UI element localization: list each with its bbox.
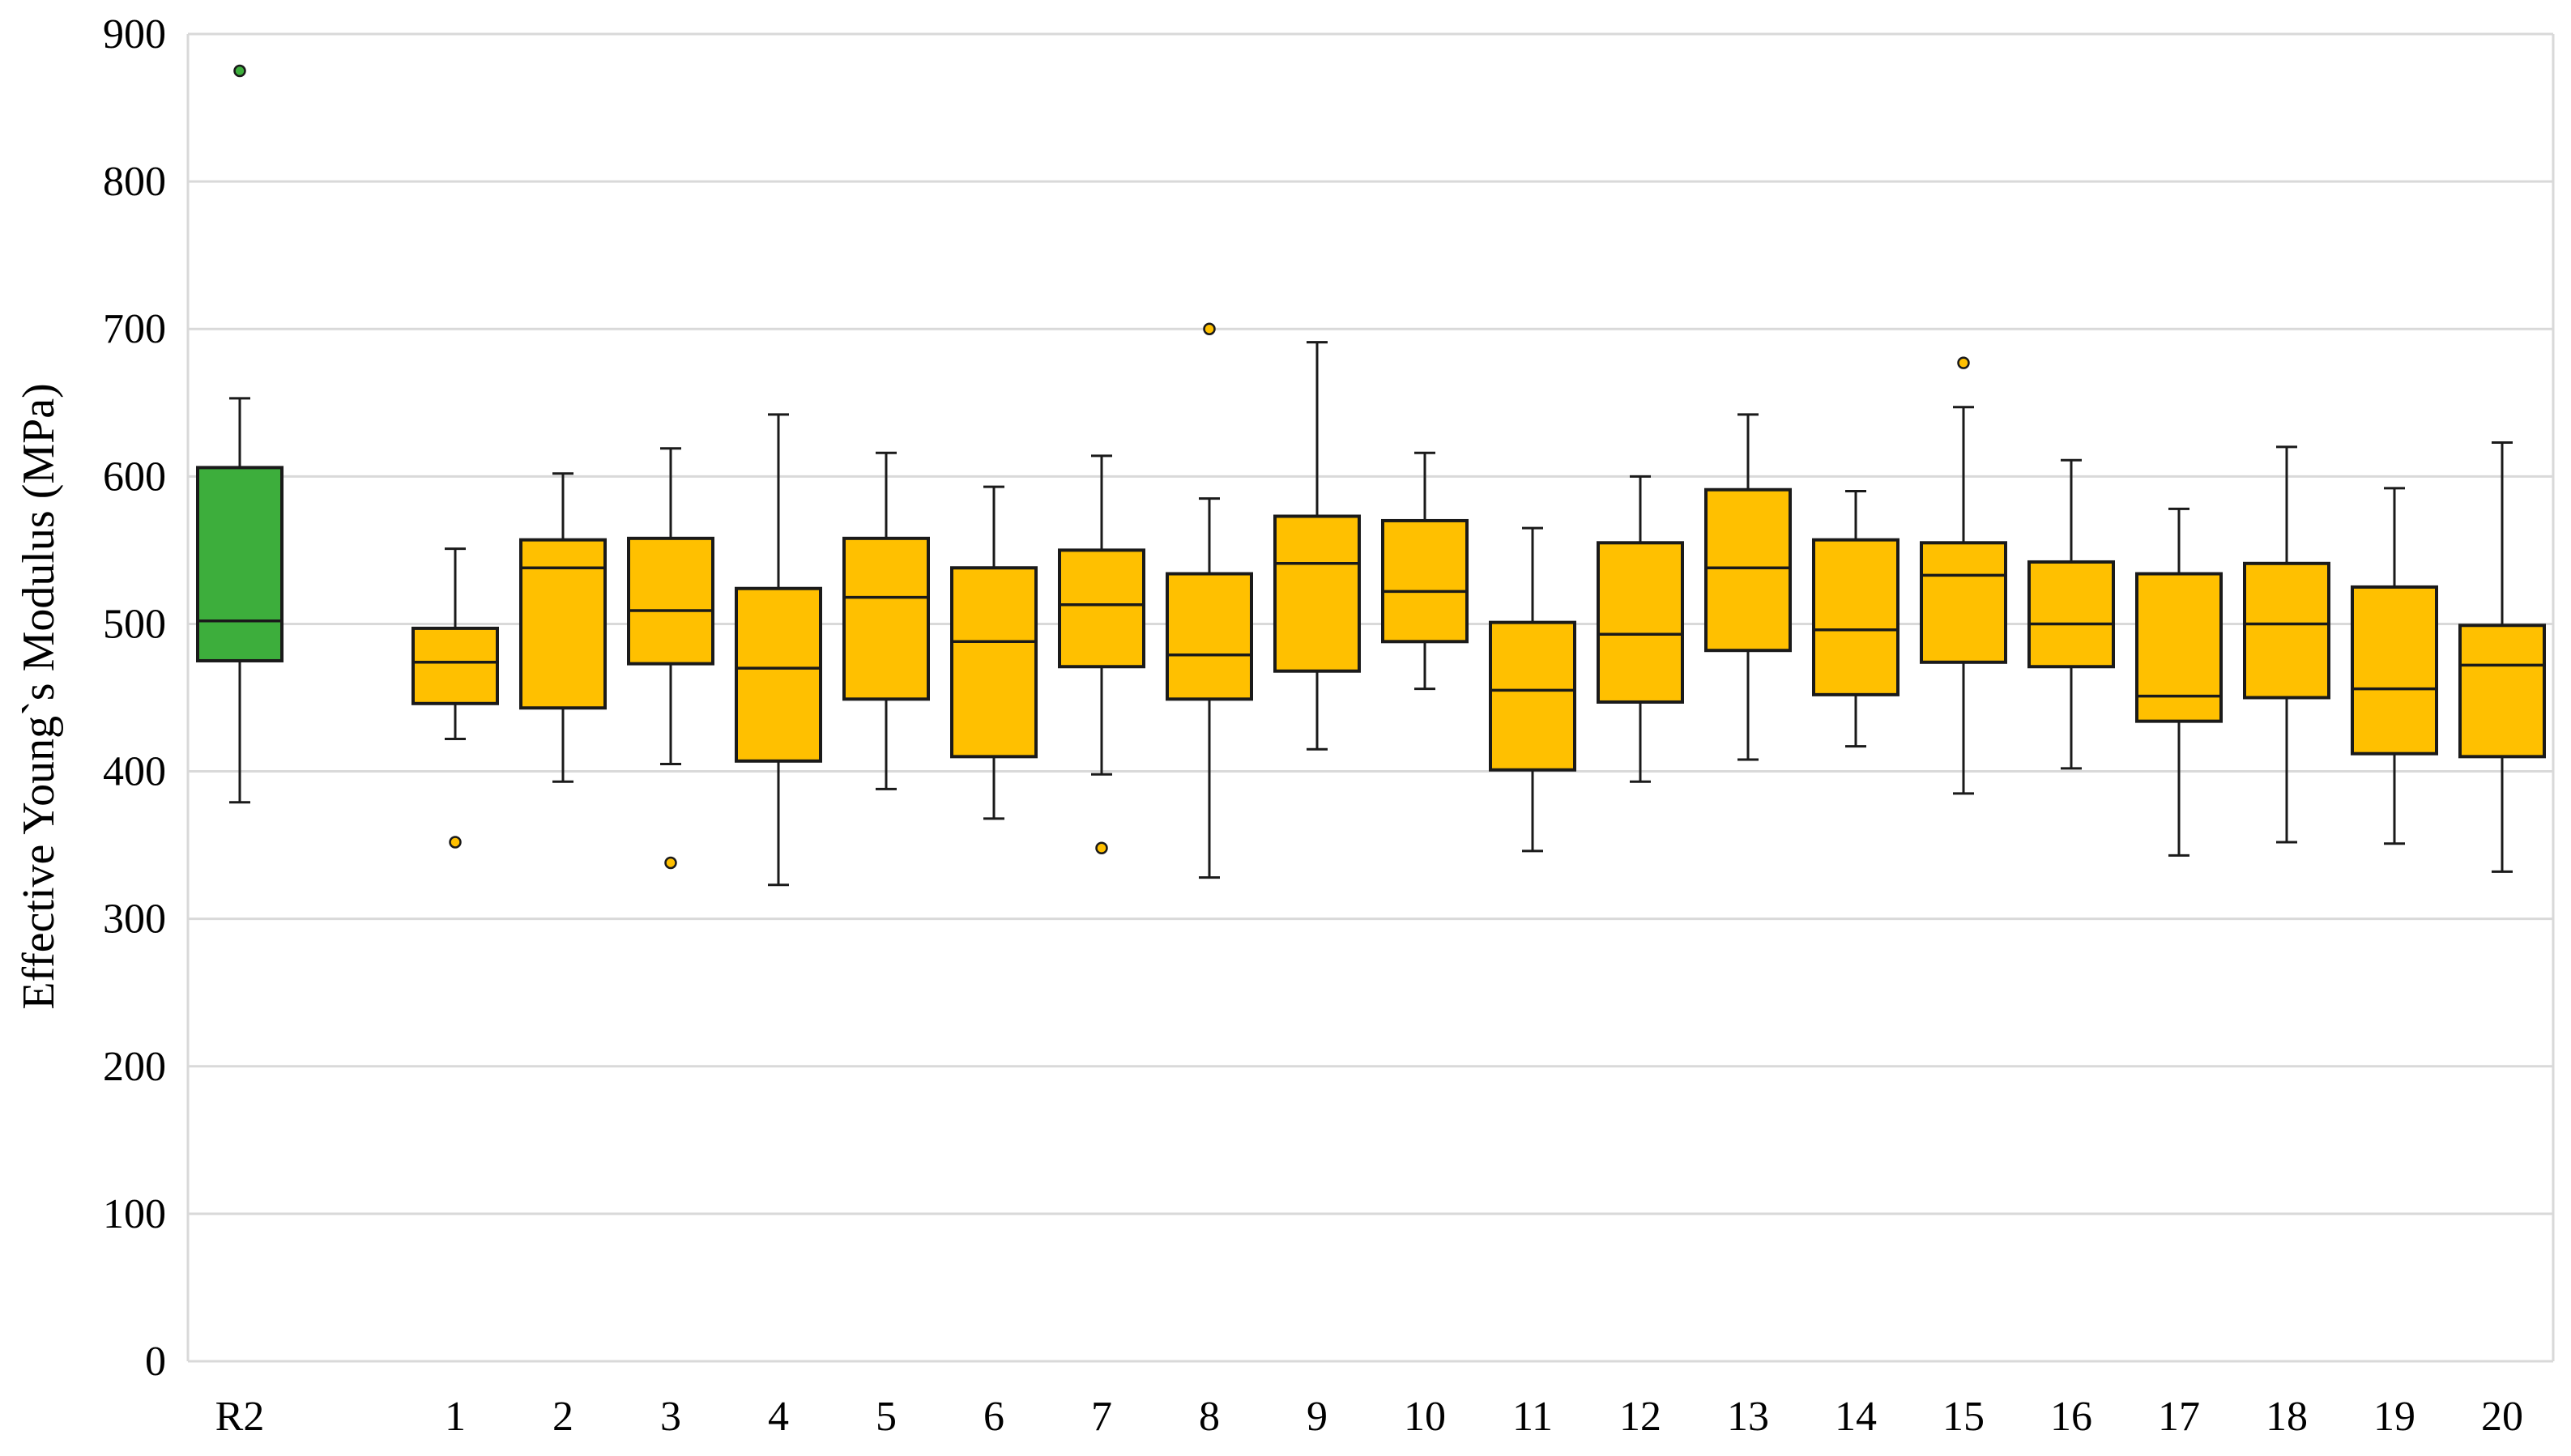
box-16 bbox=[2027, 458, 2115, 770]
iqr-box bbox=[1381, 518, 1469, 644]
x-tick-label: 20 bbox=[2481, 1394, 2523, 1440]
y-tick-label: 800 bbox=[103, 159, 166, 205]
box-15 bbox=[1920, 356, 2007, 795]
x-tick-label: 8 bbox=[1199, 1394, 1220, 1440]
iqr-box bbox=[1704, 487, 1792, 653]
outlier-point bbox=[664, 856, 677, 870]
outlier-point bbox=[1203, 322, 1216, 335]
box-3 bbox=[627, 447, 714, 870]
x-tick-label: 6 bbox=[983, 1394, 1004, 1440]
x-tick-label: 3 bbox=[660, 1394, 681, 1440]
box-14 bbox=[1812, 490, 1899, 748]
box-2 bbox=[519, 472, 607, 783]
box-9 bbox=[1273, 341, 1361, 751]
box-8 bbox=[1166, 322, 1253, 879]
iqr-box bbox=[519, 538, 607, 710]
y-tick-label: 100 bbox=[103, 1191, 166, 1237]
iqr-box bbox=[1489, 620, 1576, 772]
x-tick-label: 5 bbox=[876, 1394, 897, 1440]
box-R2 bbox=[196, 64, 284, 804]
box-19 bbox=[2351, 487, 2438, 845]
x-tick-label: 4 bbox=[768, 1394, 789, 1440]
x-tick-label: 13 bbox=[1727, 1394, 1769, 1440]
iqr-box bbox=[2351, 585, 2438, 756]
x-tick-label: 10 bbox=[1404, 1394, 1446, 1440]
x-tick-label: 17 bbox=[2158, 1394, 2200, 1440]
iqr-box bbox=[1597, 541, 1684, 704]
x-tick-label: 14 bbox=[1835, 1394, 1877, 1440]
box-12 bbox=[1597, 475, 1684, 783]
x-tick-label: 12 bbox=[1619, 1394, 1661, 1440]
iqr-box bbox=[735, 586, 822, 763]
x-tick-label: 18 bbox=[2266, 1394, 2308, 1440]
x-tick-label: 9 bbox=[1307, 1394, 1328, 1440]
x-tick-label: 1 bbox=[445, 1394, 466, 1440]
box-13 bbox=[1704, 413, 1792, 761]
outlier-point bbox=[1095, 841, 1108, 855]
y-tick-label: 300 bbox=[103, 896, 166, 943]
boxes bbox=[196, 64, 2546, 887]
iqr-box bbox=[1812, 538, 1899, 696]
y-tick-label: 900 bbox=[103, 11, 166, 57]
box-4 bbox=[735, 413, 822, 887]
box-17 bbox=[2135, 507, 2223, 857]
outlier-point bbox=[1957, 356, 1970, 369]
y-tick-label: 500 bbox=[103, 601, 166, 647]
iqr-box bbox=[196, 466, 284, 662]
iqr-box bbox=[2243, 561, 2330, 700]
x-tick-label: R2 bbox=[215, 1394, 265, 1440]
iqr-box bbox=[1920, 541, 2007, 664]
y-tick-label: 200 bbox=[103, 1044, 166, 1090]
iqr-box bbox=[411, 626, 499, 705]
outlier-point bbox=[449, 836, 462, 849]
y-tick-label: 0 bbox=[145, 1339, 166, 1385]
box-5 bbox=[842, 451, 930, 790]
box-6 bbox=[950, 485, 1038, 820]
x-tick-label: 2 bbox=[552, 1394, 573, 1440]
y-tick-label: 700 bbox=[103, 306, 166, 352]
x-tick-label: 19 bbox=[2373, 1394, 2415, 1440]
x-tick-label: 16 bbox=[2050, 1394, 2092, 1440]
box-1 bbox=[411, 547, 499, 849]
iqr-box bbox=[1273, 514, 1361, 673]
iqr-box bbox=[2027, 560, 2115, 669]
box-10 bbox=[1381, 451, 1469, 691]
outlier-point bbox=[233, 64, 246, 78]
y-axis-title: Effective Young`s Modulus (MPa) bbox=[14, 383, 64, 1010]
iqr-box bbox=[1166, 572, 1253, 701]
y-tick-label: 600 bbox=[103, 453, 166, 500]
box-20 bbox=[2458, 441, 2546, 873]
y-tick-label: 400 bbox=[103, 749, 166, 795]
box-18 bbox=[2243, 445, 2330, 844]
iqr-box bbox=[842, 536, 930, 701]
iqr-box bbox=[2458, 624, 2546, 759]
iqr-box bbox=[950, 566, 1038, 759]
iqr-box bbox=[1058, 548, 1145, 669]
box-11 bbox=[1489, 526, 1576, 853]
y-axis-tick-labels: 0 100 200 300 400 500 600 700 800 900 bbox=[103, 11, 166, 1385]
x-tick-label: 7 bbox=[1091, 1394, 1112, 1440]
iqr-box bbox=[627, 536, 714, 666]
iqr-box bbox=[2135, 572, 2223, 723]
box-7 bbox=[1058, 454, 1145, 855]
x-tick-label: 11 bbox=[1512, 1394, 1553, 1440]
x-axis-tick-labels: R2 1 2 3 4 5 6 7 8 9 10 11 12 13 14 15 16 17 18 19 20 bbox=[215, 1394, 2523, 1440]
x-tick-label: 15 bbox=[1942, 1394, 1985, 1440]
